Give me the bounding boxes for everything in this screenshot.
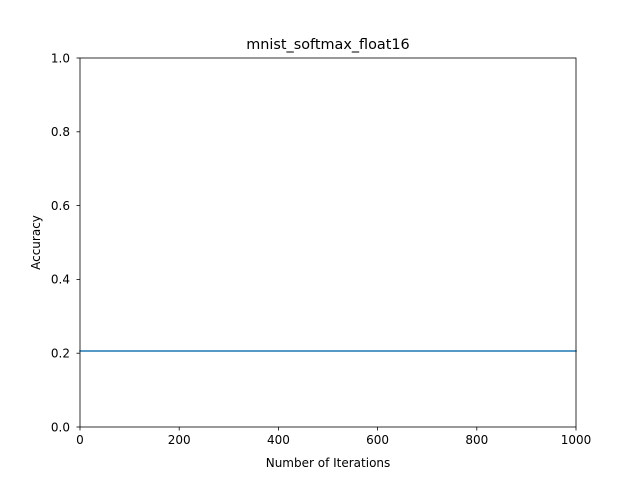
y-axis-ticks: 0.0 0.2 0.4 0.6 0.8 1.0 — [51, 51, 80, 434]
x-tick-label: 0 — [76, 433, 84, 447]
x-axis-ticks: 0 200 400 600 800 1000 — [76, 427, 591, 447]
y-tick-label: 0.2 — [51, 347, 70, 361]
x-tick-label: 200 — [168, 433, 191, 447]
x-tick-label: 1000 — [561, 433, 592, 447]
x-axis-label: Number of Iterations — [266, 456, 391, 470]
y-tick-label: 0.6 — [51, 199, 70, 213]
chart-title: mnist_softmax_float16 — [246, 37, 409, 53]
plot-frame — [79, 57, 577, 428]
y-tick-label: 1.0 — [51, 51, 70, 65]
y-tick-label: 0.8 — [51, 125, 70, 139]
x-tick-label: 800 — [465, 433, 488, 447]
y-tick-label: 0.0 — [51, 420, 70, 434]
x-tick-label: 400 — [267, 433, 290, 447]
y-axis-label: Accuracy — [29, 215, 43, 270]
plot-area-background — [80, 58, 576, 427]
x-tick-label: 600 — [366, 433, 389, 447]
y-tick-label: 0.4 — [51, 273, 70, 287]
